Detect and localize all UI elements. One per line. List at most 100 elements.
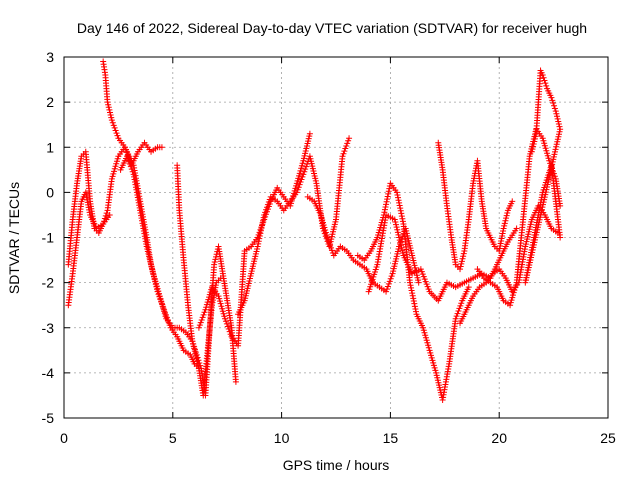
data-point xyxy=(103,210,110,217)
data-point xyxy=(409,292,416,299)
data-point xyxy=(422,332,429,339)
data-point xyxy=(423,281,430,288)
data-point xyxy=(395,231,402,238)
data-point xyxy=(125,155,132,162)
data-point xyxy=(543,82,550,89)
data-point xyxy=(263,204,270,211)
data-point xyxy=(342,145,349,152)
data-point xyxy=(385,190,392,197)
data-point xyxy=(293,180,300,187)
data-point xyxy=(458,300,465,307)
data-point xyxy=(455,307,462,314)
data-point xyxy=(162,313,169,320)
data-point xyxy=(301,168,308,175)
data-point xyxy=(129,168,136,175)
data-point xyxy=(388,273,395,280)
y-tick-label: -4 xyxy=(42,365,55,381)
data-point xyxy=(326,239,333,246)
data-point xyxy=(261,211,268,218)
data-point xyxy=(554,113,561,120)
data-point xyxy=(113,160,120,167)
data-point xyxy=(110,170,117,177)
data-point xyxy=(151,275,158,282)
data-point xyxy=(219,308,226,315)
data-point xyxy=(550,100,557,107)
data-point xyxy=(218,303,225,310)
data-point xyxy=(375,229,382,236)
data-point xyxy=(109,119,116,126)
data-point xyxy=(227,331,234,338)
data-point xyxy=(391,216,398,223)
data-point xyxy=(108,114,115,121)
data-point xyxy=(541,77,548,84)
data-point xyxy=(191,346,198,353)
data-point xyxy=(555,133,562,140)
data-point xyxy=(454,310,461,317)
series-track-11 xyxy=(435,139,516,273)
data-point xyxy=(195,357,202,364)
data-point xyxy=(509,294,516,301)
data-point xyxy=(392,221,399,228)
data-point xyxy=(294,177,301,184)
data-point xyxy=(383,201,390,208)
data-point xyxy=(198,317,205,324)
data-point xyxy=(190,340,197,347)
data-point xyxy=(423,337,430,344)
data-point xyxy=(113,158,120,165)
data-point xyxy=(319,216,326,223)
data-point xyxy=(345,137,352,144)
data-point xyxy=(124,153,131,160)
x-tick-label: 10 xyxy=(274,430,290,446)
series-layer xyxy=(65,58,564,403)
data-point xyxy=(398,213,405,220)
data-point xyxy=(203,301,210,308)
data-point xyxy=(552,108,559,115)
series-track-3 xyxy=(100,58,202,372)
data-point xyxy=(452,315,459,322)
data-point xyxy=(346,135,353,142)
data-point xyxy=(206,291,213,298)
axis-ticks xyxy=(63,56,609,419)
data-point xyxy=(339,153,346,160)
data-point xyxy=(215,293,222,300)
data-point xyxy=(418,268,425,275)
data-point xyxy=(385,280,392,287)
data-point xyxy=(224,323,231,330)
data-point xyxy=(457,263,464,270)
data-point xyxy=(324,234,331,241)
data-point xyxy=(293,182,300,189)
data-point xyxy=(216,298,223,305)
data-point xyxy=(396,237,403,244)
data-point xyxy=(299,173,306,180)
data-point xyxy=(294,186,301,193)
data-point xyxy=(340,150,347,157)
data-point xyxy=(457,302,464,309)
data-point xyxy=(159,303,166,310)
data-point xyxy=(420,327,427,334)
data-point xyxy=(551,151,558,158)
data-point xyxy=(111,165,118,172)
data-point xyxy=(377,224,384,231)
data-point xyxy=(541,140,548,147)
data-point xyxy=(550,153,557,160)
data-point xyxy=(531,135,538,142)
data-point xyxy=(189,338,196,345)
series-track-10 xyxy=(365,211,520,304)
data-point xyxy=(381,206,388,213)
data-point xyxy=(393,224,400,231)
data-point xyxy=(258,225,265,232)
data-point xyxy=(196,359,203,366)
data-point xyxy=(293,189,300,196)
data-point xyxy=(456,305,463,312)
data-point xyxy=(104,99,111,106)
data-point xyxy=(503,212,510,219)
data-point xyxy=(545,155,552,162)
data-point xyxy=(393,189,400,196)
data-point xyxy=(262,209,269,216)
data-point xyxy=(207,289,214,296)
data-point xyxy=(299,160,306,167)
data-point xyxy=(550,156,557,163)
y-tick-label: -1 xyxy=(42,230,55,246)
data-point xyxy=(540,137,547,144)
data-point xyxy=(325,237,332,244)
